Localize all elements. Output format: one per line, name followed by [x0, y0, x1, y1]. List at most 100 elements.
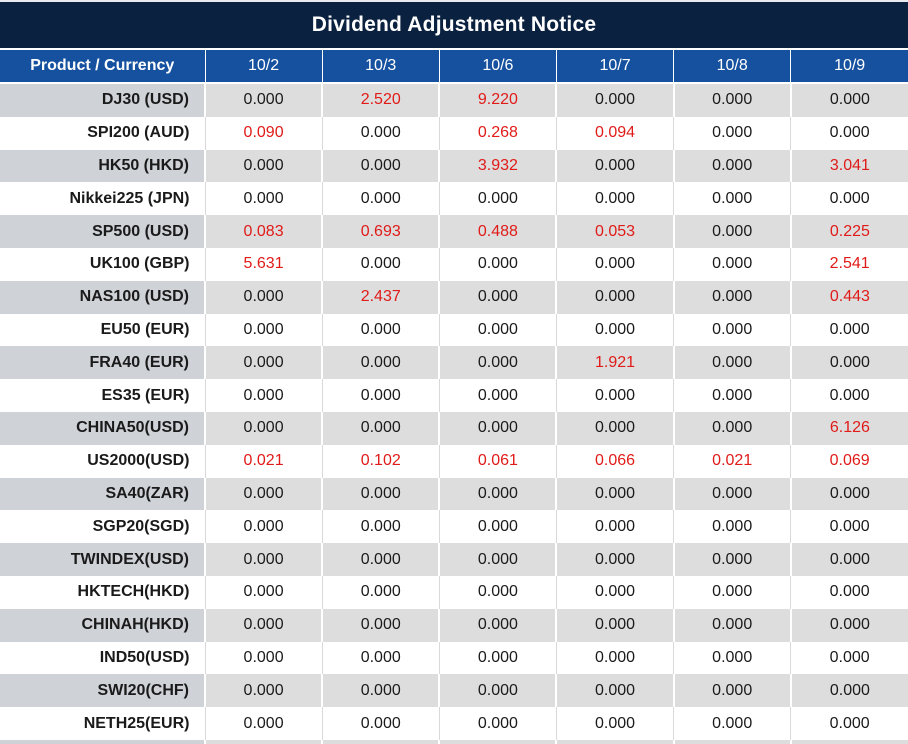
value-cell: 0.000	[673, 313, 792, 347]
product-cell: Nikkei225 (JPN)	[0, 182, 206, 216]
table-row: DJ30 (USD) 0.000 2.520 9.220 0.000 0.000 0.00…	[0, 83, 908, 117]
value-cell: 0.000	[205, 510, 323, 544]
value-cell: 0.000	[439, 313, 557, 347]
overflow-row	[0, 739, 908, 744]
value-cell: 0.000	[322, 346, 441, 380]
column-header-product: Product / Currency	[0, 50, 206, 84]
table-row: TWINDEX(USD) 0.000 0.000 0.000 0.000 0.000 0.…	[0, 543, 908, 576]
product-cell: FRA40 (EUR)	[0, 346, 206, 380]
value-cell: 0.000	[205, 575, 323, 609]
table-row: SPI200 (AUD) 0.090 0.000 0.268 0.094 0.000 0.…	[0, 116, 908, 150]
value-cell: 3.041	[790, 149, 908, 183]
value-cell: 0.000	[556, 182, 675, 216]
value-cell: 0.000	[790, 346, 908, 380]
value-cell: 0.000	[790, 83, 908, 117]
value-cell: 0.000	[556, 280, 675, 314]
value-cell: 0.102	[322, 444, 440, 478]
value-cell: 0.000	[673, 215, 792, 248]
product-cell: NAS100 (USD)	[0, 280, 206, 314]
product-cell: TWINDEX(USD)	[0, 543, 206, 576]
value-cell: 0.000	[439, 510, 557, 544]
value-cell: 0.000	[790, 641, 908, 675]
value-cell: 0.000	[205, 346, 324, 380]
top-edge-strip	[0, 0, 908, 2]
value-cell: 0.000	[205, 477, 324, 511]
table-row: CHINAH(HKD) 0.000 0.000 0.000 0.000 0.000 0.0…	[0, 608, 908, 642]
value-cell: 0.021	[673, 444, 792, 478]
value-cell: 0.000	[322, 149, 441, 183]
value-cell: 0.000	[673, 674, 792, 708]
value-cell: 0.000	[205, 707, 323, 740]
value-cell: 0.000	[205, 608, 324, 642]
value-cell: 0.000	[439, 707, 557, 740]
value-cell: 0.488	[439, 215, 558, 248]
value-cell: 0.000	[439, 379, 557, 412]
value-cell: 0.000	[322, 510, 440, 544]
value-cell: 0.000	[556, 707, 675, 740]
value-cell: 0.090	[205, 116, 323, 150]
value-cell: 0.000	[790, 477, 908, 511]
table-row: HKTECH(HKD) 0.000 0.000 0.000 0.000 0.000 0.0…	[0, 575, 908, 609]
value-cell: 0.000	[322, 575, 440, 609]
value-cell: 0.000	[439, 411, 558, 445]
column-header-date-1: 10/2	[205, 50, 323, 84]
value-cell: 0.000	[322, 379, 440, 412]
value-cell: 0.000	[205, 411, 324, 445]
product-cell: CHINAH(HKD)	[0, 608, 206, 642]
value-cell: 2.437	[322, 280, 441, 314]
value-cell: 0.000	[790, 379, 908, 412]
table-body: DJ30 (USD) 0.000 2.520 9.220 0.000 0.000 0.00…	[0, 83, 908, 744]
value-cell: 0.000	[673, 411, 792, 445]
value-cell: 0.000	[439, 346, 558, 380]
value-cell: 0.000	[205, 543, 324, 576]
value-cell: 0.000	[439, 182, 557, 216]
value-cell: 0.000	[790, 575, 908, 609]
table-row: FRA40 (EUR) 0.000 0.000 0.000 1.921 0.000 0.0…	[0, 346, 908, 380]
value-cell: 0.693	[322, 215, 441, 248]
product-cell	[0, 739, 206, 744]
value-cell: 0.000	[556, 477, 675, 511]
value-cell	[673, 739, 792, 744]
value-cell: 9.220	[439, 83, 558, 117]
value-cell	[205, 739, 324, 744]
value-cell: 0.000	[556, 313, 675, 347]
column-header-date-4: 10/7	[556, 50, 675, 84]
value-cell: 0.000	[322, 411, 441, 445]
value-cell: 0.000	[673, 346, 792, 380]
value-cell: 0.000	[322, 674, 441, 708]
value-cell	[439, 739, 558, 744]
value-cell: 0.000	[790, 313, 908, 347]
value-cell: 2.541	[790, 247, 908, 281]
value-cell: 0.000	[673, 707, 792, 740]
value-cell: 0.000	[673, 182, 792, 216]
table-row: US2000(USD) 0.021 0.102 0.061 0.066 0.021 0.0…	[0, 444, 908, 478]
table-row: CHINA50(USD) 0.000 0.000 0.000 0.000 0.000 6.…	[0, 411, 908, 445]
value-cell: 0.000	[439, 674, 558, 708]
value-cell: 3.932	[439, 149, 558, 183]
value-cell: 0.053	[556, 215, 675, 248]
value-cell: 0.000	[556, 83, 675, 117]
value-cell: 0.000	[556, 608, 675, 642]
page-title: Dividend Adjustment Notice	[311, 13, 597, 36]
table-row: ES35 (EUR) 0.000 0.000 0.000 0.000 0.000 0.00…	[0, 379, 908, 412]
value-cell: 0.000	[673, 83, 792, 117]
value-cell: 0.000	[556, 510, 675, 544]
product-cell: HK50 (HKD)	[0, 149, 206, 183]
value-cell: 0.000	[439, 608, 558, 642]
value-cell	[790, 739, 908, 744]
table-row: UK100 (GBP) 5.631 0.000 0.000 0.000 0.000 2.5…	[0, 247, 908, 281]
value-cell: 0.000	[790, 543, 908, 576]
value-cell: 0.021	[205, 444, 323, 478]
value-cell: 0.000	[205, 83, 324, 117]
product-cell: SP500 (USD)	[0, 215, 206, 248]
value-cell: 1.921	[556, 346, 675, 380]
dividend-table: Product / Currency 10/2 10/3 10/6 10/7 1…	[0, 50, 908, 744]
table-row: NAS100 (USD) 0.000 2.437 0.000 0.000 0.000 0.…	[0, 280, 908, 314]
value-cell: 0.000	[205, 641, 323, 675]
value-cell: 0.000	[322, 116, 440, 150]
value-cell: 0.000	[673, 641, 792, 675]
value-cell: 0.268	[439, 116, 557, 150]
value-cell: 0.000	[439, 641, 557, 675]
value-cell: 0.000	[556, 674, 675, 708]
product-cell: SA40(ZAR)	[0, 477, 206, 511]
